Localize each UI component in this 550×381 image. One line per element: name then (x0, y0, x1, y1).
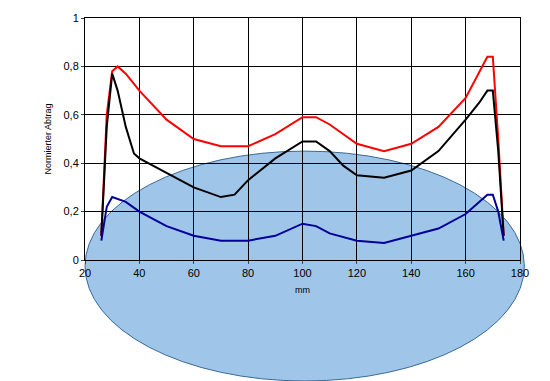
svg-text:140: 140 (402, 267, 420, 279)
svg-text:0,8: 0,8 (64, 60, 79, 72)
svg-text:40: 40 (133, 267, 145, 279)
svg-text:80: 80 (242, 267, 254, 279)
svg-text:120: 120 (348, 267, 366, 279)
svg-text:180: 180 (511, 267, 529, 279)
svg-text:0,4: 0,4 (64, 157, 79, 169)
svg-text:0,2: 0,2 (64, 205, 79, 217)
svg-text:1: 1 (73, 12, 79, 24)
svg-text:60: 60 (188, 267, 200, 279)
svg-text:20: 20 (79, 267, 91, 279)
svg-text:100: 100 (293, 267, 311, 279)
svg-text:Normierter Abtrag: Normierter Abtrag (43, 103, 53, 174)
svg-text:0: 0 (73, 254, 79, 266)
svg-text:160: 160 (456, 267, 474, 279)
svg-text:0,6: 0,6 (64, 109, 79, 121)
svg-text:mm: mm (295, 285, 310, 295)
